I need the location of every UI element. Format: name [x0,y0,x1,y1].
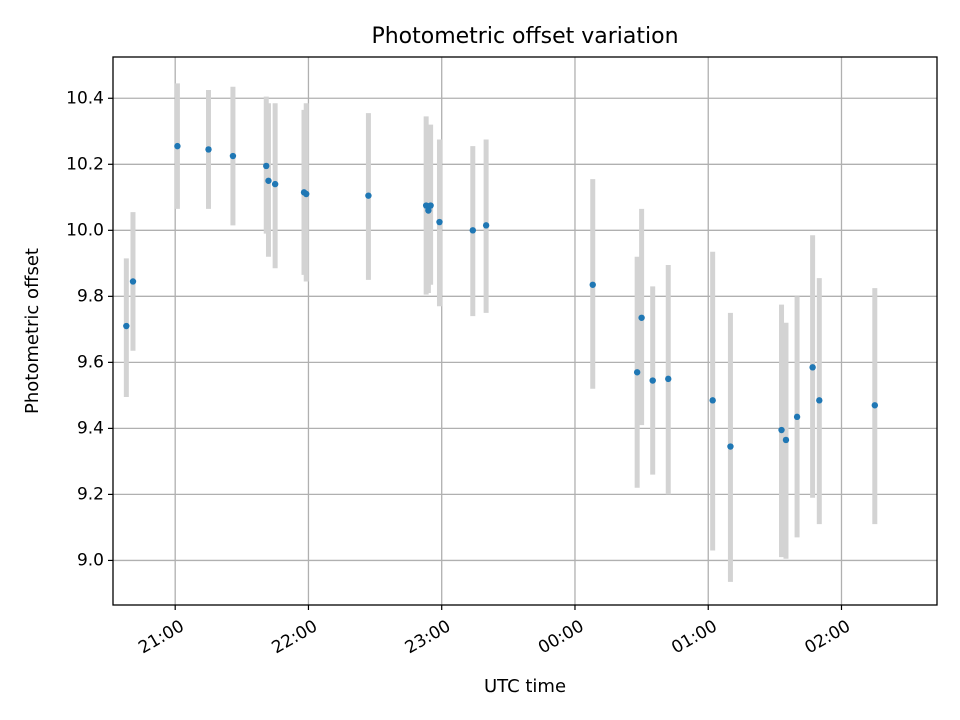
data-point [469,227,477,234]
data-point [263,162,270,170]
data-point [633,369,641,376]
data-point [265,177,272,184]
x-tick-label: 00:00 [535,616,587,658]
chart-title: Photometric offset variation [371,24,678,49]
data-point [129,278,137,285]
data-point [123,322,130,330]
data-point [793,413,801,421]
y-axis-label: Photometric offset [22,248,43,414]
plot-frame [112,56,938,606]
data-points [123,142,879,450]
y-axis: 9.0 9.2 9.4 9.6 9.8 10.0 10.2 10.4 [66,88,113,570]
data-point [427,202,434,209]
data-point [229,152,237,160]
y-tick-label: 9.8 [77,286,104,306]
data-point [482,222,490,229]
x-axis: 21:00 22:00 23:00 00:00 01:00 02:00 [135,605,854,658]
x-tick-label: 02:00 [802,616,854,658]
x-tick-label: 01:00 [668,616,720,658]
data-point [809,364,816,371]
y-tick-label: 10.0 [66,220,104,240]
y-tick-label: 9.2 [77,484,104,504]
data-point [727,443,734,450]
data-point [709,397,716,404]
data-point [649,377,656,384]
data-point [871,402,879,409]
y-tick-label: 9.0 [77,550,104,570]
data-point [782,436,790,444]
error-bars [123,83,878,582]
data-point [638,314,645,321]
grid [113,57,937,605]
x-tick-label: 21:00 [135,616,187,658]
data-point [303,190,310,198]
y-tick-label: 10.2 [66,154,104,174]
data-point [425,207,432,214]
data-point [422,202,430,209]
data-point [365,192,372,199]
y-tick-label: 10.4 [66,88,104,108]
x-axis-label: UTC time [484,676,566,697]
y-tick-label: 9.4 [77,418,104,438]
data-point [816,397,823,404]
data-point [665,375,672,383]
data-point [174,142,181,150]
data-point [436,218,443,226]
data-point [205,146,212,153]
y-tick-label: 9.6 [77,352,104,372]
x-tick-label: 23:00 [402,616,454,658]
data-point [778,426,785,434]
x-tick-label: 22:00 [269,616,321,658]
data-point [589,281,596,288]
data-point [271,180,279,188]
